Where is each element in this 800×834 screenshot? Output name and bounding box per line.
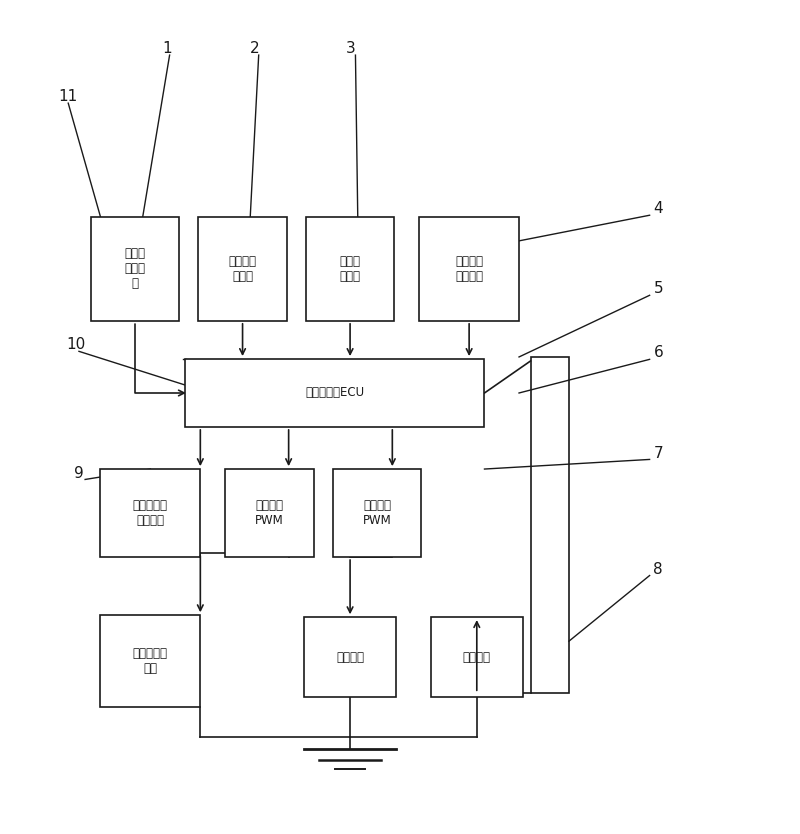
- Text: 6: 6: [654, 345, 663, 360]
- Bar: [91, 217, 179, 321]
- Text: 电子控制器ECU: 电子控制器ECU: [305, 386, 364, 399]
- Bar: [419, 217, 519, 321]
- Bar: [101, 469, 200, 557]
- Text: 调压控制
PWM: 调压控制 PWM: [255, 499, 284, 527]
- Text: 4: 4: [654, 201, 663, 216]
- Text: 鼓风风扇: 鼓风风扇: [462, 651, 490, 664]
- Bar: [226, 469, 314, 557]
- Bar: [101, 615, 200, 707]
- Bar: [306, 217, 394, 321]
- Text: 11: 11: [58, 89, 78, 104]
- Bar: [530, 357, 569, 693]
- Text: 8: 8: [654, 561, 663, 576]
- Bar: [185, 359, 485, 427]
- Text: 3: 3: [346, 41, 356, 56]
- Text: 1: 1: [162, 41, 171, 56]
- Text: 车内温度
传感器: 车内温度 传感器: [229, 255, 257, 283]
- Text: 7: 7: [654, 445, 663, 460]
- Bar: [430, 617, 523, 697]
- Text: 散热风扇: 散热风扇: [336, 651, 364, 664]
- Bar: [304, 617, 396, 697]
- Text: 调温按钮
设定温度: 调温按钮 设定温度: [455, 255, 483, 283]
- Text: 2: 2: [250, 41, 260, 56]
- Text: 10: 10: [66, 338, 85, 353]
- Text: 座椅压
力传感
器: 座椅压 力传感 器: [125, 248, 146, 290]
- Bar: [198, 217, 286, 321]
- Text: 调压控制
PWM: 调压控制 PWM: [362, 499, 391, 527]
- Text: 9: 9: [74, 465, 83, 480]
- Text: 模式选
择开关: 模式选 择开关: [339, 255, 361, 283]
- Text: 半导体制冷
装置: 半导体制冷 装置: [133, 647, 168, 676]
- Text: 5: 5: [654, 281, 663, 296]
- Bar: [333, 469, 421, 557]
- Text: 制冷片装置
选择装置: 制冷片装置 选择装置: [133, 499, 168, 527]
